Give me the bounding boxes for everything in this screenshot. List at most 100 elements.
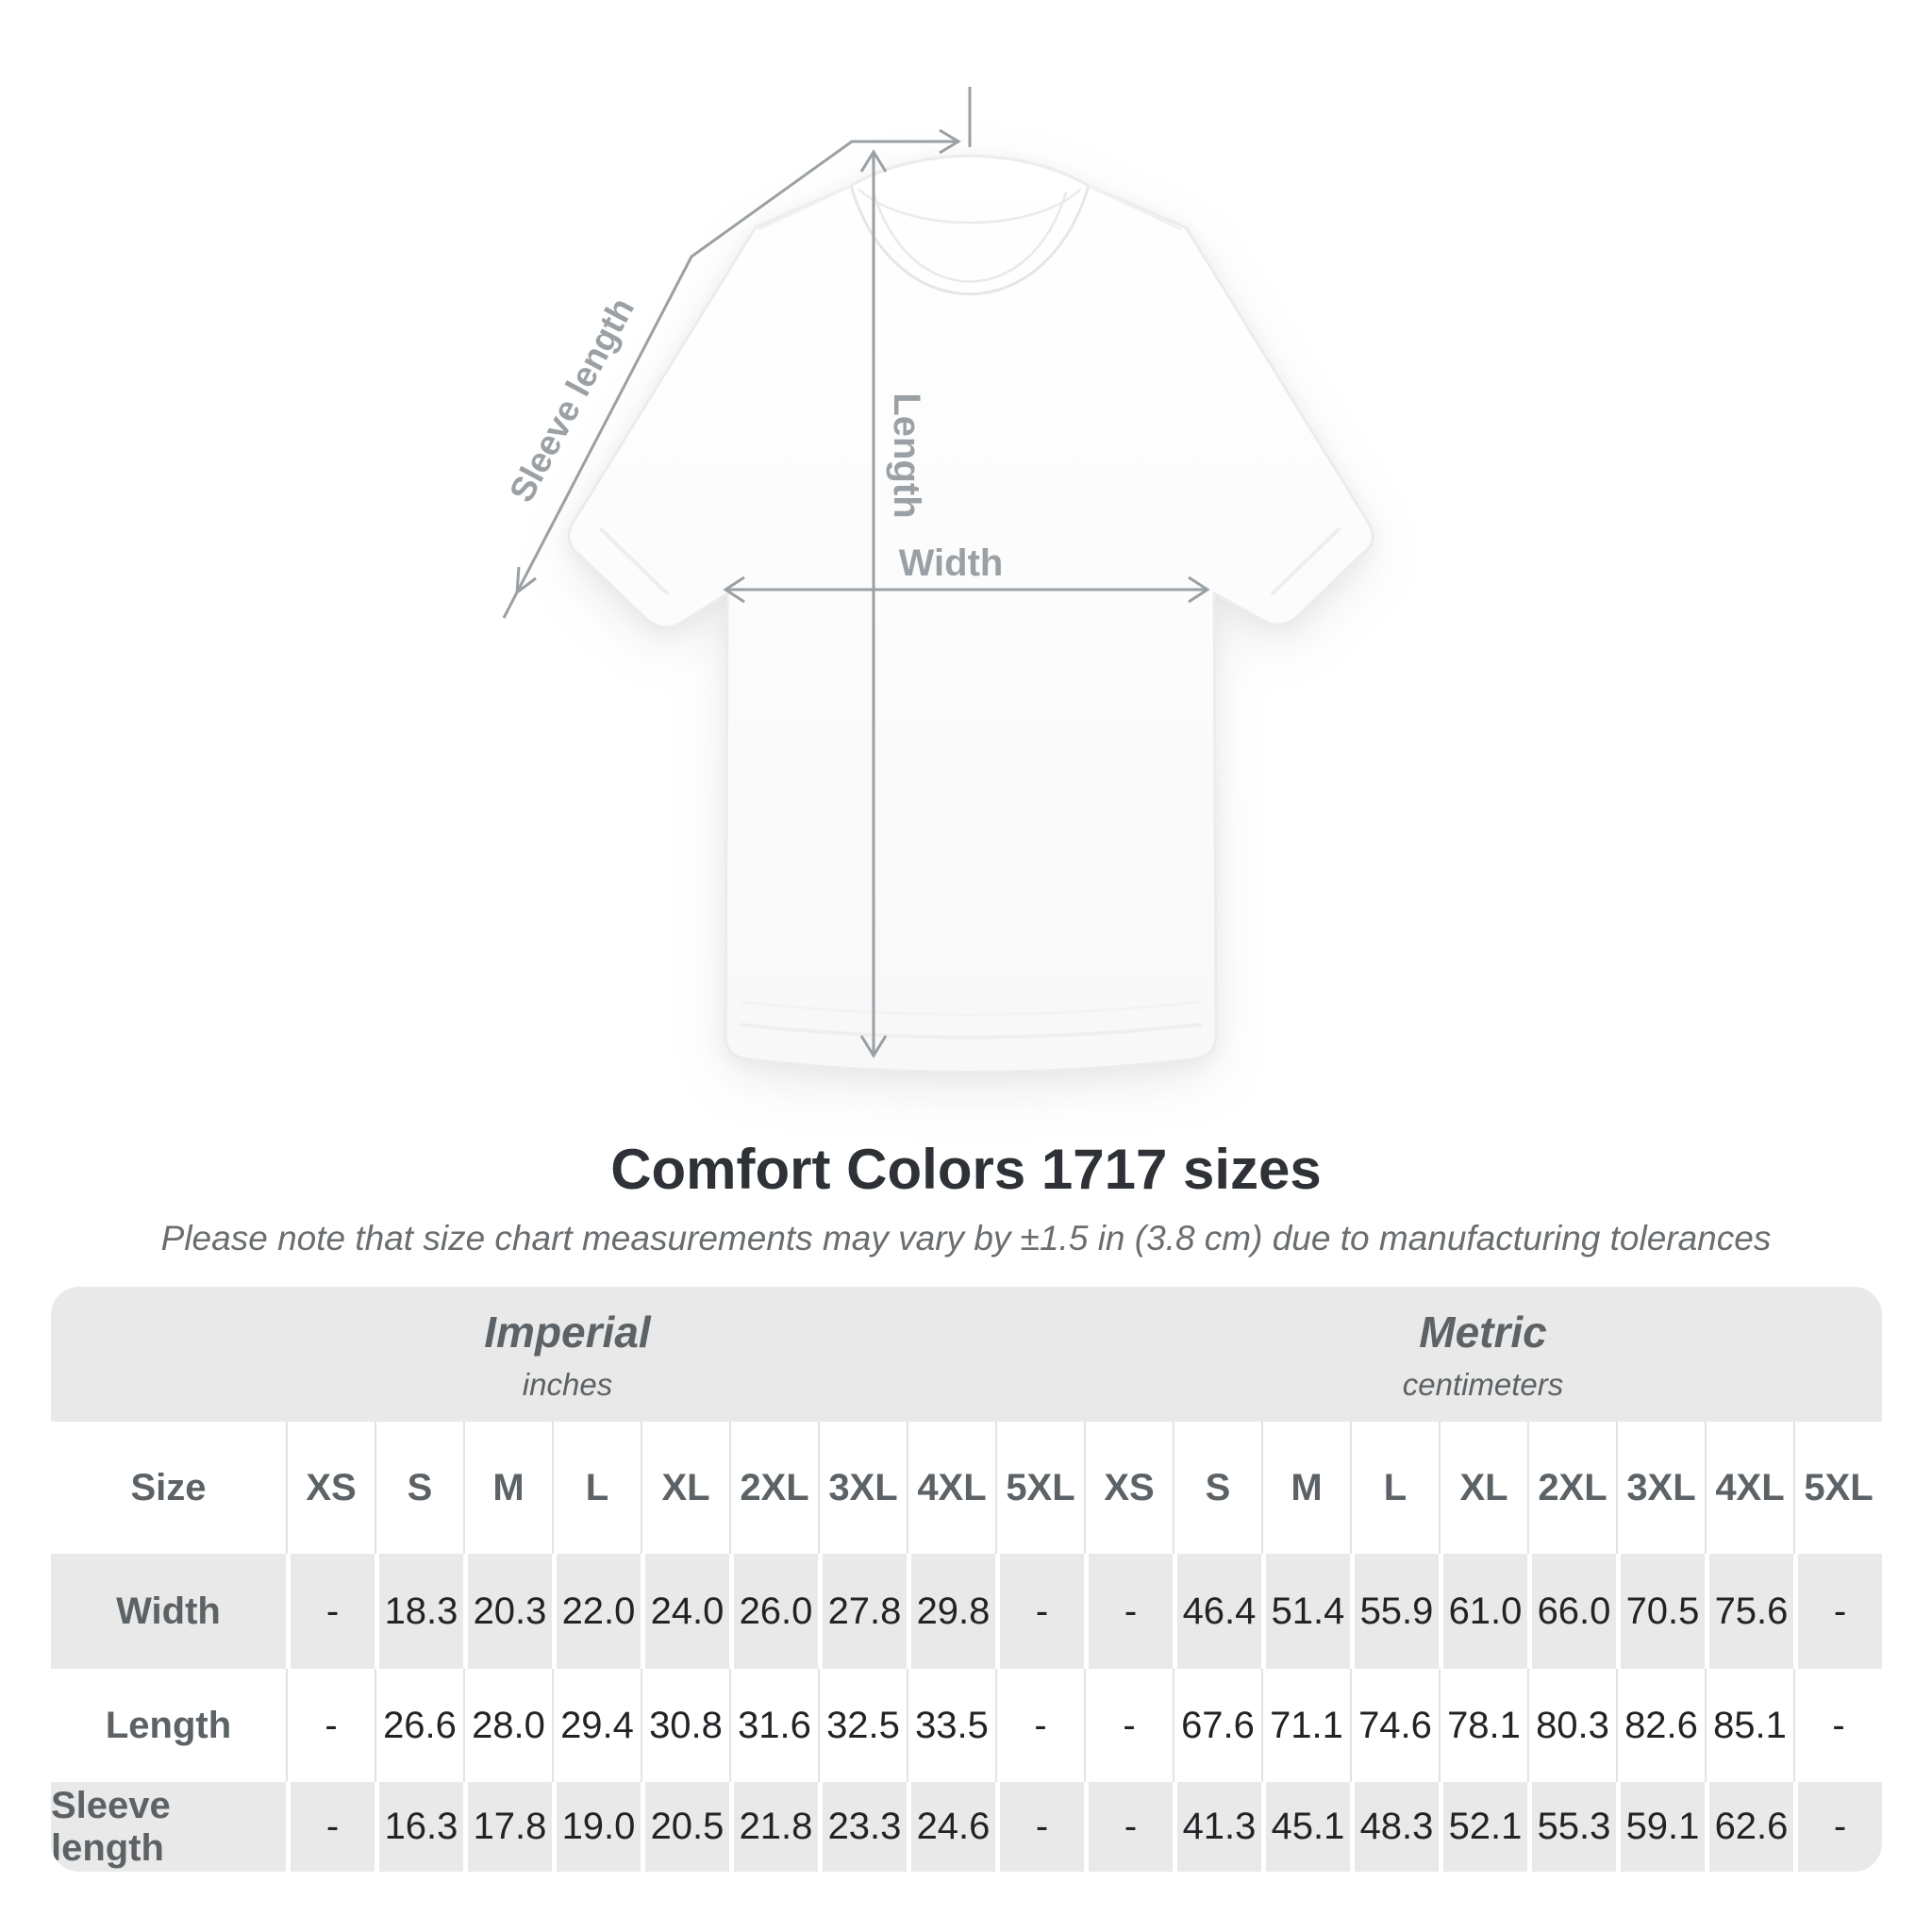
size-value-cell: 26.6 — [375, 1669, 463, 1782]
row-header-size: Size — [51, 1422, 286, 1554]
left-shoulder-seam — [758, 184, 852, 231]
size-col-header-imperial-M: M — [463, 1422, 552, 1554]
right-cuff-seam — [1270, 526, 1341, 596]
size-value-cell: - — [286, 1782, 375, 1872]
size-col-header-imperial-L: L — [552, 1422, 641, 1554]
size-value-cell: - — [1793, 1669, 1882, 1782]
length-label: Length — [886, 392, 927, 519]
tshirt-diagram: Sleeve length Length Width — [502, 87, 1374, 1074]
size-value-cell: 31.6 — [729, 1669, 818, 1782]
size-value-cell: 80.3 — [1527, 1669, 1616, 1782]
length-arrowhead-bottom — [859, 1035, 888, 1058]
size-value-cell: 23.3 — [818, 1782, 907, 1872]
size-col-header-imperial-XL: XL — [641, 1422, 729, 1554]
size-value-cell: 24.6 — [907, 1782, 995, 1872]
size-value-cell: 20.5 — [641, 1782, 729, 1872]
row-label: Width — [51, 1554, 286, 1669]
size-col-header-metric-L: L — [1350, 1422, 1439, 1554]
size-value-cell: 28.0 — [463, 1669, 552, 1782]
size-value-cell: 30.8 — [641, 1669, 729, 1782]
metric-group-units: centimeters — [1402, 1366, 1564, 1402]
size-value-cell: 18.3 — [375, 1554, 463, 1669]
size-value-cell: 22.0 — [552, 1554, 641, 1669]
width-arrowhead-left — [723, 575, 745, 604]
size-col-header-imperial-5XL: 5XL — [995, 1422, 1084, 1554]
imperial-group-label: Imperial — [484, 1307, 651, 1357]
metric-group-header: Metric centimeters — [1084, 1287, 1882, 1422]
size-col-header-metric-5XL: 5XL — [1793, 1422, 1882, 1554]
size-value-cell: 52.1 — [1439, 1782, 1527, 1872]
tshirt-illustration — [502, 87, 1374, 1074]
size-col-header-metric-M: M — [1261, 1422, 1350, 1554]
measurement-annotations — [502, 87, 1210, 1058]
size-col-header-metric-S: S — [1173, 1422, 1261, 1554]
size-value-cell: 82.6 — [1616, 1669, 1705, 1782]
width-label: Width — [898, 542, 1004, 584]
size-value-cell: - — [286, 1669, 375, 1782]
size-value-cell: 66.0 — [1527, 1554, 1616, 1669]
size-value-cell: 27.8 — [818, 1554, 907, 1669]
collar-inner-seam — [872, 192, 1068, 283]
size-value-cell: - — [1793, 1554, 1882, 1669]
size-value-cell: - — [1793, 1782, 1882, 1872]
size-value-cell: 55.3 — [1527, 1782, 1616, 1872]
sleeve-arrowhead-bottom — [515, 566, 537, 596]
size-value-cell: 70.5 — [1616, 1554, 1705, 1669]
size-value-cell: 16.3 — [375, 1782, 463, 1872]
collar-back-seam — [858, 188, 1082, 225]
size-value-cell: 62.6 — [1705, 1782, 1793, 1872]
size-value-cell: 85.1 — [1705, 1669, 1793, 1782]
size-value-cell: 21.8 — [729, 1782, 818, 1872]
imperial-group-header: Imperial inches — [51, 1287, 1084, 1422]
tshirt-shape — [567, 154, 1374, 1074]
row-label: Sleeve length — [51, 1782, 286, 1872]
size-table: Imperial inches Metric centimeters Size X… — [51, 1287, 1882, 1872]
size-col-header-metric-XS: XS — [1084, 1422, 1173, 1554]
size-value-cell: - — [1084, 1782, 1173, 1872]
size-value-cell: 48.3 — [1350, 1782, 1439, 1872]
size-value-cell: - — [995, 1782, 1084, 1872]
size-col-header-metric-XL: XL — [1439, 1422, 1527, 1554]
size-col-header-metric-2XL: 2XL — [1527, 1422, 1616, 1554]
size-value-cell: 67.6 — [1173, 1669, 1261, 1782]
size-col-header-imperial-XS: XS — [286, 1422, 375, 1554]
size-col-header-metric-3XL: 3XL — [1616, 1422, 1705, 1554]
size-value-cell: 45.1 — [1261, 1782, 1350, 1872]
row-label: Length — [51, 1669, 286, 1782]
size-value-cell: - — [995, 1554, 1084, 1669]
size-value-cell: 24.0 — [641, 1554, 729, 1669]
size-value-cell: - — [1084, 1669, 1173, 1782]
size-col-header-imperial-4XL: 4XL — [907, 1422, 995, 1554]
tolerance-note: Please note that size chart measurements… — [160, 1219, 1772, 1257]
size-value-cell: 29.4 — [552, 1669, 641, 1782]
size-value-cell: 29.8 — [907, 1554, 995, 1669]
size-col-header-imperial-3XL: 3XL — [818, 1422, 907, 1554]
size-value-cell: 26.0 — [729, 1554, 818, 1669]
size-col-header-metric-4XL: 4XL — [1705, 1422, 1793, 1554]
hem-seam-lower — [739, 1023, 1203, 1040]
size-value-cell: 51.4 — [1261, 1554, 1350, 1669]
size-value-cell: 19.0 — [552, 1782, 641, 1872]
sleeve-length-line-stub — [502, 591, 519, 619]
size-value-cell: 32.5 — [818, 1669, 907, 1782]
size-value-cell: 71.1 — [1261, 1669, 1350, 1782]
size-col-header-imperial-S: S — [375, 1422, 463, 1554]
size-value-cell: 78.1 — [1439, 1669, 1527, 1782]
size-col-header-imperial-2XL: 2XL — [729, 1422, 818, 1554]
imperial-group-units: inches — [522, 1366, 613, 1402]
size-value-cell: 55.9 — [1350, 1554, 1439, 1669]
size-value-cell: 74.6 — [1350, 1669, 1439, 1782]
metric-group-label: Metric — [1419, 1307, 1547, 1357]
size-value-cell: 75.6 — [1705, 1554, 1793, 1669]
page-title: Comfort Colors 1717 sizes — [610, 1138, 1322, 1201]
size-value-cell: - — [1084, 1554, 1173, 1669]
size-value-cell: 59.1 — [1616, 1782, 1705, 1872]
size-value-cell: - — [286, 1554, 375, 1669]
width-arrowhead-right — [1188, 575, 1210, 604]
size-value-cell: 46.4 — [1173, 1554, 1261, 1669]
size-value-cell: 33.5 — [907, 1669, 995, 1782]
size-value-cell: 20.3 — [463, 1554, 552, 1669]
right-shoulder-seam — [1088, 184, 1182, 231]
length-arrowhead-top — [859, 149, 888, 173]
